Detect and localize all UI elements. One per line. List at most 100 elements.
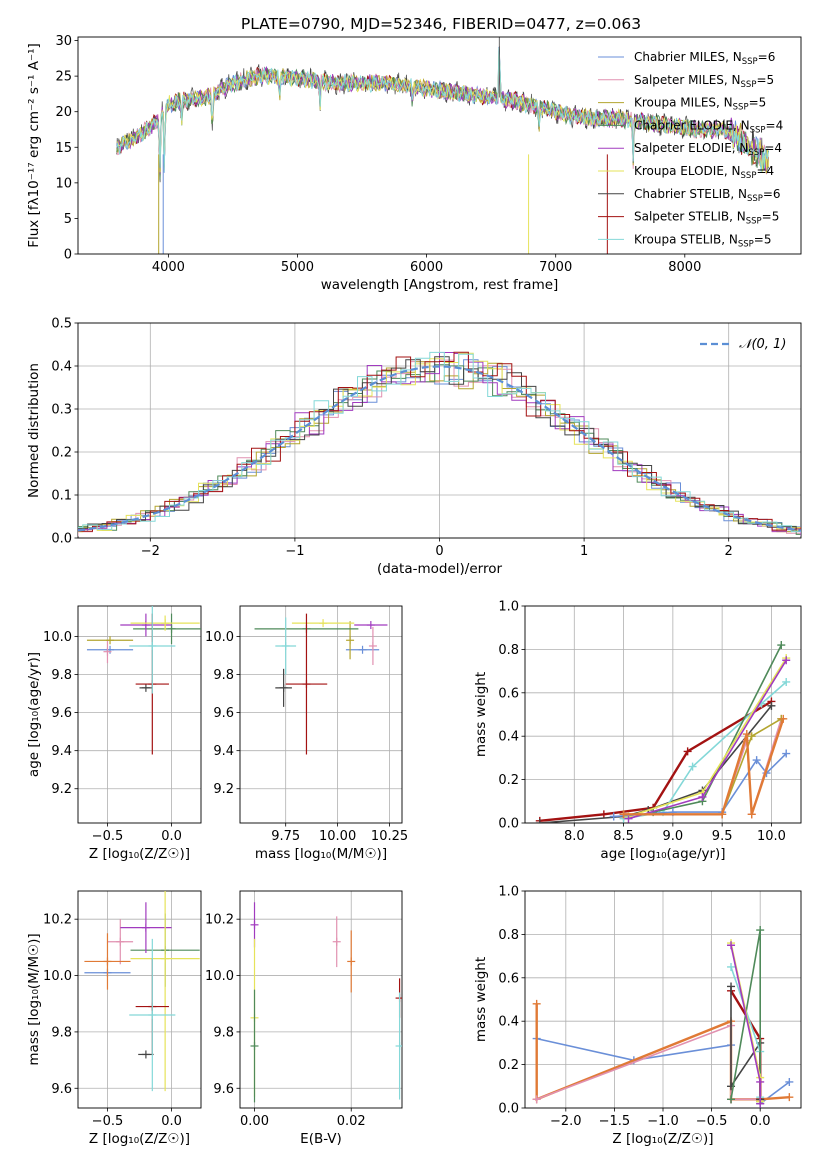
mass-vs-ebv-errorbars xyxy=(250,902,402,1103)
errorbar-point-salpeter-miles xyxy=(107,919,134,965)
y-tick-label: 10.2 xyxy=(43,913,72,928)
y-tick-label: 9.6 xyxy=(51,706,72,721)
x-axis-label: (data-model)/error xyxy=(377,561,503,577)
y-tick-label: 25 xyxy=(55,70,72,85)
mass-vs-Z-frame xyxy=(77,890,202,1109)
legend-subscript: SSP xyxy=(738,239,754,249)
weight-point-salpeter-elodie xyxy=(782,656,791,665)
errorbar-point-chabrier-elodie xyxy=(250,989,259,1103)
x-tick-label: 9.75 xyxy=(271,829,300,844)
legend-subscript: SSP xyxy=(750,125,766,135)
y-tick-label: 0 xyxy=(64,248,72,263)
legend-subscript: SSP xyxy=(741,80,757,90)
x-tick-label: 6000 xyxy=(410,260,443,275)
x-axis-label: E(B-V) xyxy=(300,1131,342,1147)
y-tick-label: 0.8 xyxy=(498,643,519,658)
legend-subscript: SSP xyxy=(748,148,764,158)
y-tick-label: 0.2 xyxy=(498,1058,519,1073)
x-axis-label: Z [log₁₀(Z/Z☉)] xyxy=(89,846,190,862)
legend-value: =5 xyxy=(749,96,767,110)
residuals-axes: −2 −1 0 1 2 0.0 0.1 0.2 0.3 0.4 0.5 (data-model)/er… xyxy=(26,317,802,577)
weight-point-chabrier-miles xyxy=(609,812,618,821)
errorbar-point-orange xyxy=(347,930,356,993)
x-tick-label: 4000 xyxy=(152,260,185,275)
legend-subscript: SSP xyxy=(742,57,758,67)
y-axis-label: age [log₁₀(age/yr)] xyxy=(26,652,42,777)
x-tick-label: −1 xyxy=(285,544,304,559)
errorbar-point-salpeter-miles xyxy=(103,640,112,664)
age-vs-Z-axes: −0.5 0.0 9.2 9.4 9.6 9.8 10.0 Z [log₁₀(Z/Z☉)] ag… xyxy=(26,605,202,862)
y-tick-label: 9.2 xyxy=(51,782,72,797)
legend-value: =5 xyxy=(756,73,774,87)
x-tick-label: −1.0 xyxy=(647,1114,679,1129)
x-tick-label: −0.5 xyxy=(696,1114,728,1129)
weight-point-salpeter-elodie xyxy=(727,941,736,950)
errorbar-point-chabrier-elodie xyxy=(133,613,201,645)
y-tick-label: 1.0 xyxy=(498,885,519,900)
legend-value: =4 xyxy=(766,118,784,132)
legend-entry-kroupa-miles: Kroupa MILES, NSSP=5 xyxy=(634,96,766,113)
legend-label: Chabrier STELIB, N xyxy=(634,187,747,201)
spectrum-line-salpeter-miles xyxy=(116,50,769,175)
y-tick-label: 0.3 xyxy=(51,403,72,418)
x-axis-label: wavelength [Angstrom, rest frame] xyxy=(321,277,559,293)
weight-point-orange xyxy=(779,714,788,723)
y-tick-label: 15 xyxy=(55,141,72,156)
weight-point-chabrier-elodie xyxy=(756,926,765,935)
y-tick-label: 0.2 xyxy=(51,446,72,461)
x-tick-label: 2 xyxy=(725,544,733,559)
x-tick-label: 10.00 xyxy=(319,829,356,844)
errorbar-point-chabrier-stelib xyxy=(138,1050,154,1059)
errorbar-point-chabrier-miles xyxy=(345,645,380,654)
y-axis-label: mass weight xyxy=(473,957,489,1042)
x-tick-label: 9.0 xyxy=(663,829,684,844)
weight-point-chabrier-elodie xyxy=(727,1095,736,1104)
x-axis-label: Z [log₁₀(Z/Z☉)] xyxy=(612,1131,713,1147)
weight-point-orange xyxy=(532,999,541,1008)
y-axis-label: mass weight xyxy=(473,672,489,757)
weight-point-salpeter-elodie xyxy=(698,792,707,801)
errorbar-point-salpeter-stelib xyxy=(285,613,328,755)
legend-subscript: SSP xyxy=(741,171,757,181)
legend-entry-kroupa-stelib: Kroupa STELIB, NSSP=5 xyxy=(634,232,772,249)
y-tick-label: 0.4 xyxy=(498,730,519,745)
weight-vs-age-frame xyxy=(524,605,802,824)
spectrum-frame xyxy=(77,36,802,255)
mass-vs-Z-axes: −0.5 0.0 9.6 9.8 10.0 10.2 Z [log₁₀(Z/Z☉)] mass… xyxy=(26,890,202,1147)
legend-label: Salpeter STELIB, N xyxy=(634,210,746,224)
errorbar-point-chabrier-stelib xyxy=(139,683,153,692)
y-tick-label: 10 xyxy=(55,176,72,191)
y-tick-label: 1.0 xyxy=(498,600,519,615)
weight-point-kroupa-stelib xyxy=(688,762,697,771)
y-axis-label: Normed distribution xyxy=(26,363,42,498)
y-tick-label: 9.8 xyxy=(213,668,234,683)
legend-subscript: SSP xyxy=(733,103,749,113)
y-tick-label: 5 xyxy=(64,212,72,227)
x-tick-label: 0.00 xyxy=(240,1114,269,1129)
y-tick-label: 30 xyxy=(55,34,72,49)
weight-point-chabrier-stelib xyxy=(535,819,544,823)
y-tick-label: 9.4 xyxy=(213,744,234,759)
y-axis-label: mass [log₁₀(M/M☉)] xyxy=(26,933,42,1065)
x-tick-label: 10.0 xyxy=(757,829,786,844)
legend-value: =6 xyxy=(758,50,776,64)
legend-value: =5 xyxy=(762,210,780,224)
errorbar-point-kroupa-elodie xyxy=(130,891,200,1092)
spectrum-line-chabrier-stelib xyxy=(116,46,769,183)
y-axis-label: Flux [fλ10⁻¹⁷ erg cm⁻² s⁻¹ A⁻¹] xyxy=(26,43,42,248)
y-tick-label: 9.8 xyxy=(51,1025,72,1040)
legend-label: Kroupa MILES, N xyxy=(634,96,733,110)
weight-line-chabrier-miles xyxy=(613,753,787,818)
errorbar-point-kroupa-miles xyxy=(86,636,134,645)
y-tick-label: 10.2 xyxy=(205,913,234,928)
y-tick-label: 9.6 xyxy=(213,706,234,721)
legend-value: =6 xyxy=(763,187,781,201)
errorbar-point-salpeter-miles xyxy=(332,916,341,968)
weight-vs-age-lines xyxy=(535,641,791,823)
x-tick-label: 0 xyxy=(435,544,443,559)
legend-label: Salpeter MILES, N xyxy=(634,73,741,87)
weight-point-chabrier-miles xyxy=(782,749,791,758)
x-tick-label: 8.0 xyxy=(564,829,585,844)
legend-value: =4 xyxy=(756,164,774,178)
legend-entry-kroupa-elodie: Kroupa ELODIE, NSSP=4 xyxy=(634,164,774,181)
